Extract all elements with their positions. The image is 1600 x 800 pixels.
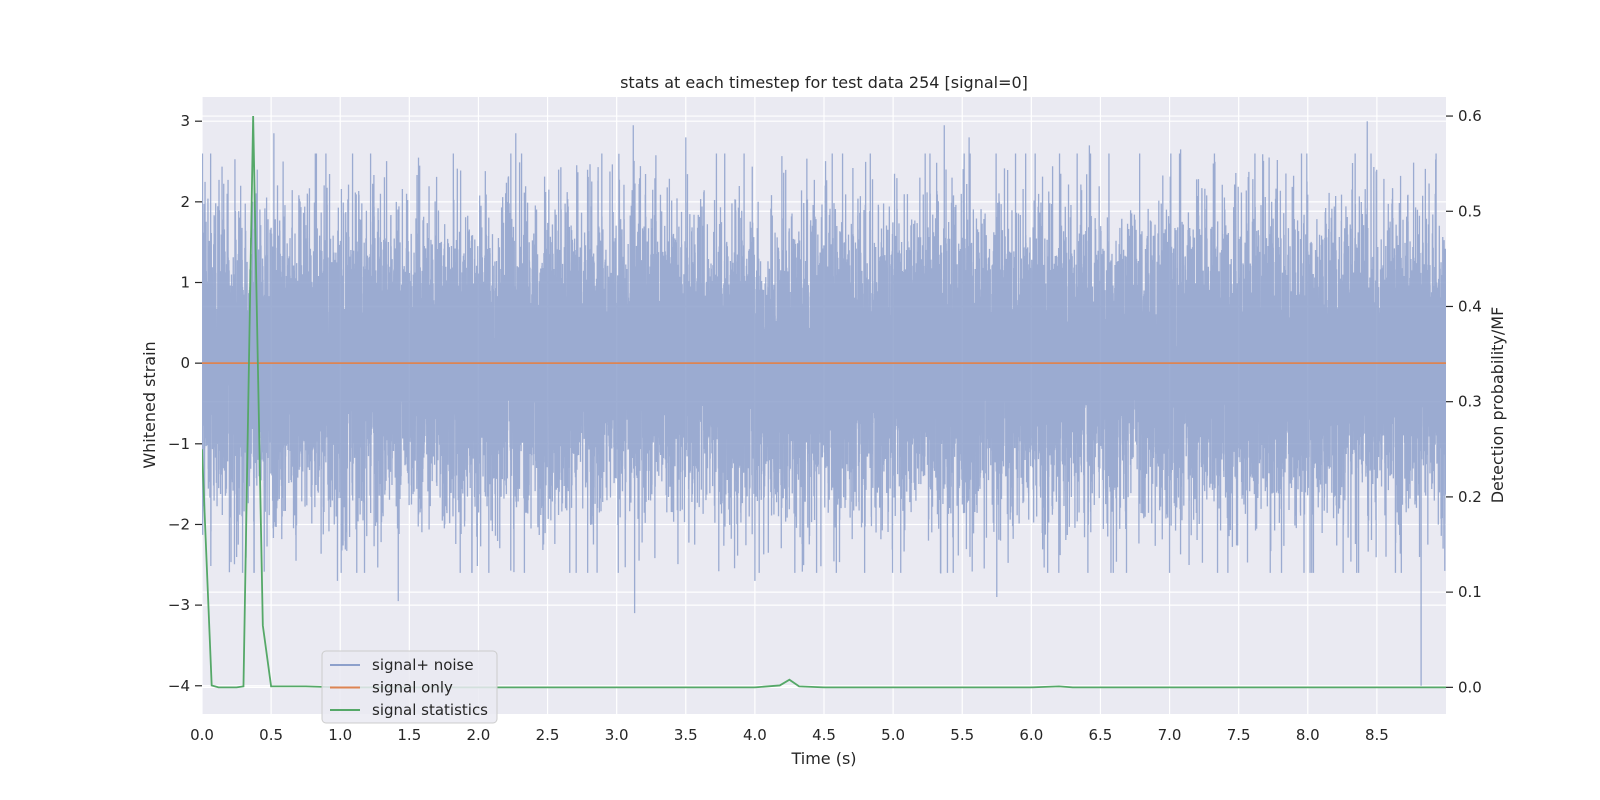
y2-tick-label: 0.4 xyxy=(1458,297,1482,315)
y-tick-label: −3 xyxy=(168,596,190,614)
series-line-signal-statistics xyxy=(202,116,1446,689)
series-layer xyxy=(202,116,1446,689)
x-tick-label: 7.5 xyxy=(1227,726,1251,744)
x-tick-label: 4.5 xyxy=(812,726,836,744)
y-tick-label: −4 xyxy=(168,677,190,695)
x-axis: 0.0 0.5 1.0 1.5 2.0 2.5 3.0 3.5 4.0 4.5 5.0 5.5 6.0 6… xyxy=(190,726,1389,744)
y2-tick-label: 0.0 xyxy=(1458,678,1482,696)
y-axis-left: 3 2 1 0 −1 −2 −3 −4 xyxy=(168,112,202,695)
y-tick-label: −1 xyxy=(168,435,190,453)
y-axis-label: Whitened strain xyxy=(140,341,159,468)
x-tick-label: 0.5 xyxy=(259,726,283,744)
x-tick-label: 2.5 xyxy=(536,726,560,744)
x-tick-label: 8.5 xyxy=(1365,726,1389,744)
x-tick-label: 5.0 xyxy=(881,726,905,744)
legend-box xyxy=(321,650,498,724)
series-line-signal-noise xyxy=(202,121,1446,686)
x-tick-label: 3.0 xyxy=(605,726,629,744)
y-tick-label: 3 xyxy=(180,112,190,130)
y2-axis-label: Detection probability/MF xyxy=(1488,307,1507,504)
y2-tick-label: 0.6 xyxy=(1458,107,1482,125)
legend: signal+ noise signal only signal statistic… xyxy=(321,650,498,724)
y2-tick-label: 0.5 xyxy=(1458,202,1482,220)
x-tick-label: 1.0 xyxy=(328,726,352,744)
x-tick-label: 0.0 xyxy=(190,726,214,744)
chart-title: stats at each timestep for test data 254… xyxy=(620,73,1028,92)
y2-tick-label: 0.3 xyxy=(1458,393,1482,411)
y-tick-label: 2 xyxy=(180,193,190,211)
y-tick-label: −2 xyxy=(168,515,190,533)
y-tick-label: 0 xyxy=(180,354,190,372)
x-tick-label: 6.5 xyxy=(1089,726,1113,744)
y-tick-label: 1 xyxy=(180,274,190,292)
legend-label: signal statistics xyxy=(372,701,488,719)
y2-tick-label: 0.1 xyxy=(1458,583,1482,601)
x-tick-label: 3.5 xyxy=(674,726,698,744)
y-axis-right: 0.6 0.5 0.4 0.3 0.2 0.1 0.0 xyxy=(1446,107,1482,696)
y2-tick-label: 0.2 xyxy=(1458,488,1482,506)
legend-label: signal only xyxy=(372,679,453,697)
x-axis-label: Time (s) xyxy=(790,749,856,768)
x-tick-label: 7.0 xyxy=(1158,726,1182,744)
x-tick-label: 8.0 xyxy=(1296,726,1320,744)
x-tick-label: 5.5 xyxy=(950,726,974,744)
x-tick-label: 6.0 xyxy=(1019,726,1043,744)
x-tick-label: 2.0 xyxy=(467,726,491,744)
legend-label: signal+ noise xyxy=(372,656,474,674)
x-tick-label: 1.5 xyxy=(397,726,421,744)
x-tick-label: 4.0 xyxy=(743,726,767,744)
